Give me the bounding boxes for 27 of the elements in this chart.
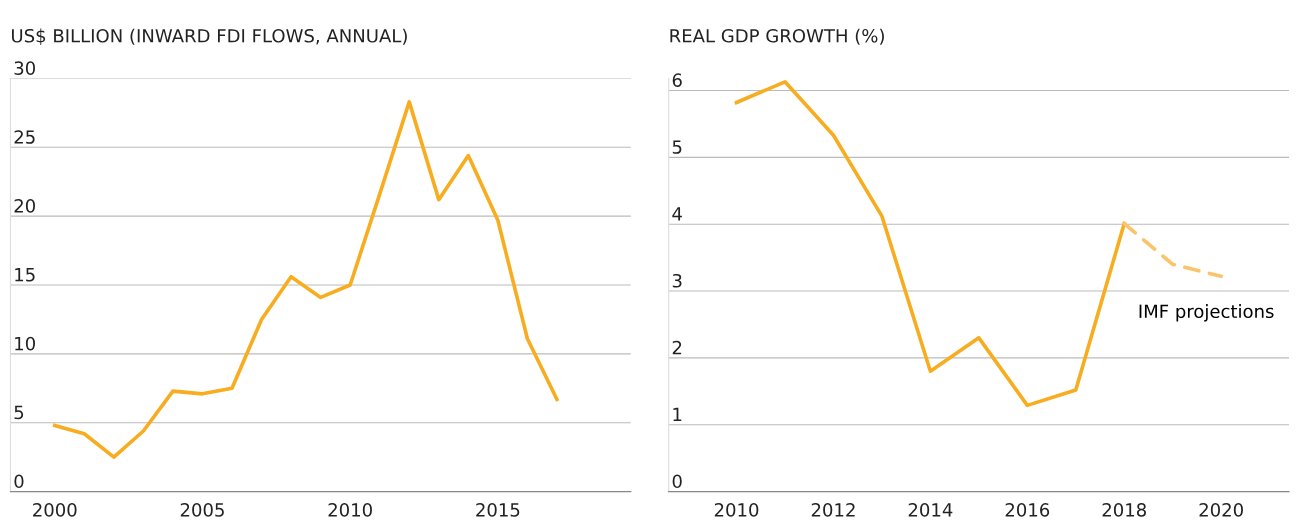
y-tick-label: 10: [15, 336, 35, 351]
x-tick-label: 2012: [811, 503, 855, 517]
y-tick-label: 5: [14, 405, 24, 420]
y-tick-label: 6: [672, 73, 682, 87]
y-tick-label: 3: [672, 273, 682, 288]
y-tick-label: 20: [14, 199, 35, 213]
y-tick-label: 2: [672, 340, 682, 355]
chart-title: US$ BILLION (INWARD FDI FLOWS, ANNUAL): [12, 28, 407, 45]
x-tick-label: 2005: [180, 503, 224, 517]
y-tick-label: 25: [14, 130, 35, 144]
y-tick-label: 1: [673, 407, 682, 422]
y-tick-label: 15: [15, 268, 35, 282]
x-tick-label: 2014: [908, 503, 953, 517]
annotation: IMF projections: [1139, 304, 1274, 322]
y-tick-label: 4: [672, 207, 682, 221]
x-tick-label: 2000: [33, 503, 77, 517]
x-tick-label: 2016: [1005, 503, 1050, 517]
y-tick-label: 5: [672, 140, 682, 154]
x-tick-label: 2015: [476, 503, 520, 517]
y-tick-label: 0: [14, 474, 24, 489]
x-tick-label: 2010: [328, 503, 372, 517]
chart-title: REAL GDP GROWTH (%): [670, 28, 884, 45]
y-tick-label: 0: [672, 474, 682, 489]
x-tick-label: 2010: [714, 503, 759, 517]
x-tick-label: 2018: [1102, 503, 1146, 517]
y-tick-label: 30: [14, 61, 35, 75]
x-tick-label: 2020: [1199, 503, 1243, 517]
